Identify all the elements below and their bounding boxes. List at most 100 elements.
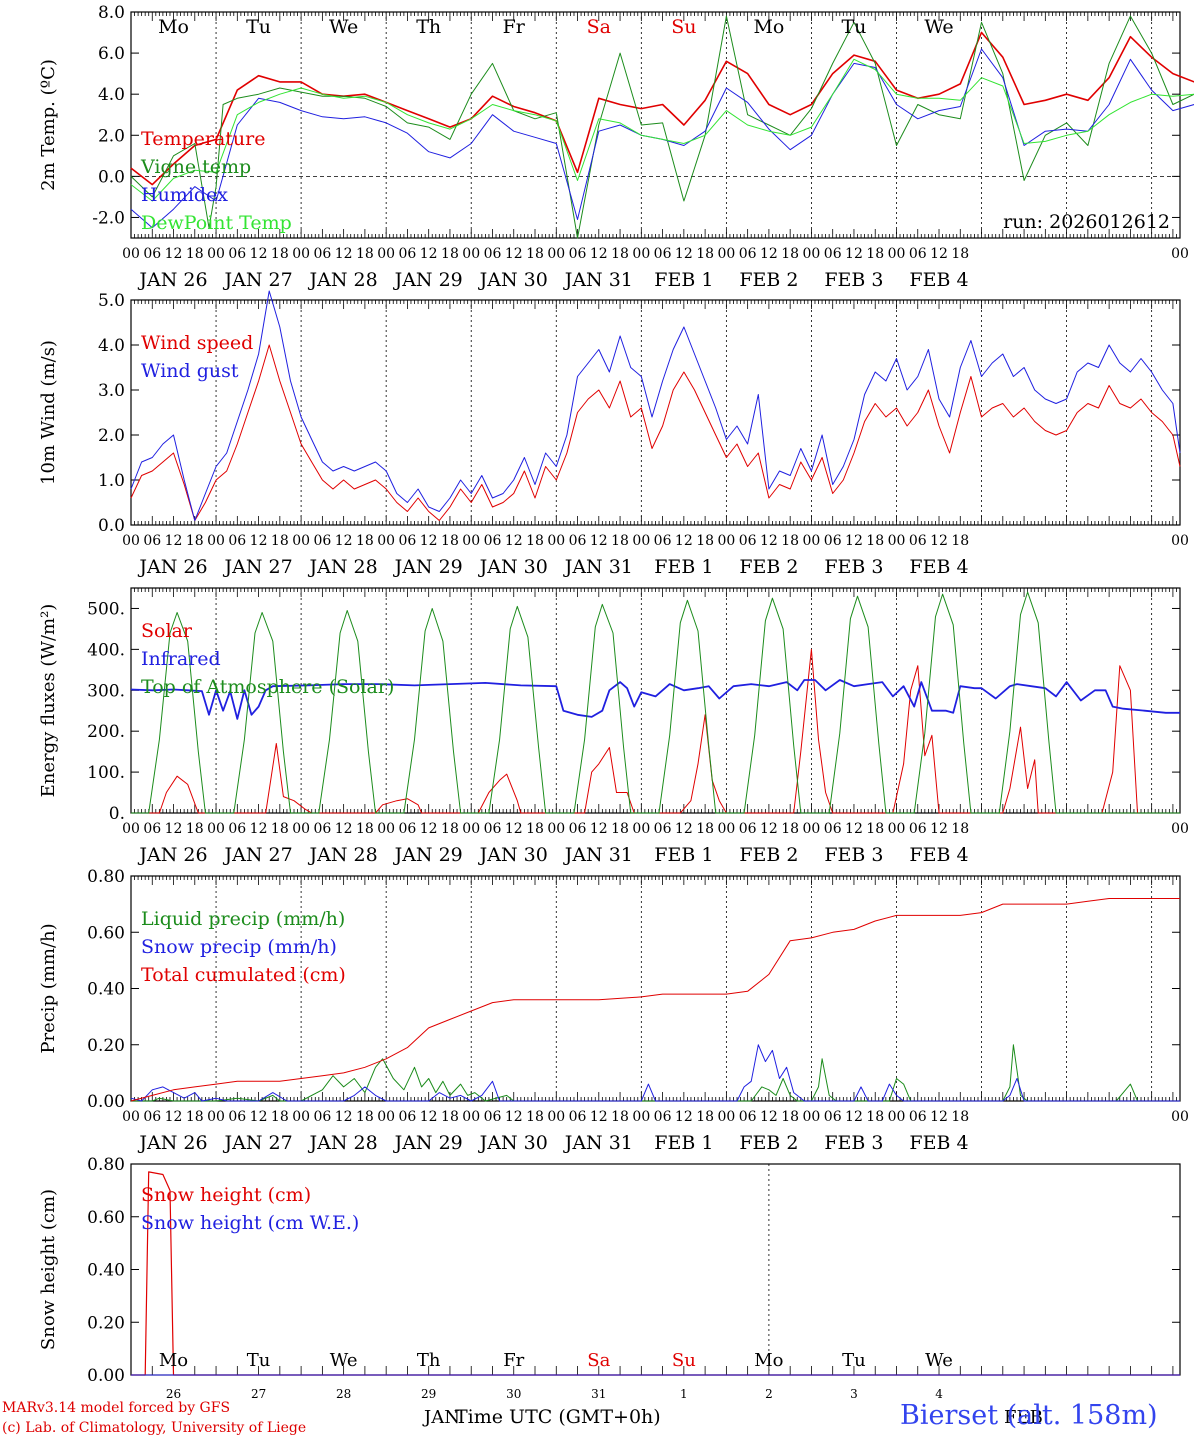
legend-entry: Snow precip (mm/h) xyxy=(141,936,337,958)
x-hour-label: 00 xyxy=(1171,246,1189,262)
y-tick-label: 4.0 xyxy=(98,85,125,105)
x-hour-label: 00 xyxy=(632,1109,650,1125)
x-hour-label: 12 xyxy=(590,1109,608,1125)
x-day-label: FEB 2 xyxy=(739,844,798,866)
x-hour-label: 00 xyxy=(122,821,140,837)
x-hour-label: 18 xyxy=(781,1109,799,1125)
x-hour-label: 06 xyxy=(909,246,927,262)
x-day-label: JAN 29 xyxy=(393,1132,463,1154)
x-hour-label: 06 xyxy=(228,1109,246,1125)
x-hour-label: 00 xyxy=(888,1109,906,1125)
weekday-label: We xyxy=(329,16,358,38)
x-hour-label: 12 xyxy=(250,533,268,549)
plot-frame-temp xyxy=(130,11,1181,239)
x-hour-label: 00 xyxy=(632,821,650,837)
x-hour-label: 06 xyxy=(569,821,587,837)
x-hour-label: 06 xyxy=(909,821,927,837)
x-hour-label: 12 xyxy=(420,533,438,549)
x-day-label: JAN 27 xyxy=(222,1132,292,1154)
x-hour-label: 18 xyxy=(866,1109,884,1125)
x-day-label: FEB 3 xyxy=(824,556,883,578)
x-day-label: JAN 28 xyxy=(308,844,378,866)
x-hour-label: 12 xyxy=(845,246,863,262)
x-hour-label: 12 xyxy=(760,246,778,262)
bottom-day-number: 2 xyxy=(765,1387,773,1401)
y-tick-label: 300. xyxy=(87,681,125,701)
x-day-label: JAN 26 xyxy=(137,1132,207,1154)
weekday-label: Tu xyxy=(842,1350,866,1371)
legend-entry: Infrared xyxy=(141,648,221,670)
x-hour-label: 12 xyxy=(165,1109,183,1125)
x-day-label: JAN 27 xyxy=(222,556,292,578)
x-hour-label: 18 xyxy=(186,1109,204,1125)
bottom-day-number: 1 xyxy=(680,1387,688,1401)
x-hour-label: 18 xyxy=(611,246,629,262)
x-hour-label: 06 xyxy=(654,1109,672,1125)
x-hour-label: 06 xyxy=(484,533,502,549)
x-hour-label: 06 xyxy=(143,533,161,549)
x-hour-label: 12 xyxy=(590,533,608,549)
x-hour-label: 06 xyxy=(824,533,842,549)
x-hour-label: 18 xyxy=(526,1109,544,1125)
x-day-label: FEB 1 xyxy=(654,269,713,291)
x-day-label: JAN 31 xyxy=(563,1132,633,1154)
x-hour-label: 00 xyxy=(377,533,395,549)
y-tick-label: 0.80 xyxy=(87,1155,125,1175)
y-axis-title: Precip (mm/h) xyxy=(38,923,59,1053)
x-hour-label: 06 xyxy=(228,246,246,262)
x-hour-label: 00 xyxy=(292,1109,310,1125)
x-hour-label: 00 xyxy=(717,1109,735,1125)
x-hour-label: 00 xyxy=(292,246,310,262)
x-hour-label: 18 xyxy=(186,533,204,549)
x-hour-label: 00 xyxy=(888,821,906,837)
x-day-label: JAN 26 xyxy=(137,556,207,578)
bottom-month-label: FEB xyxy=(1004,1407,1043,1428)
weekday-label: Tu xyxy=(841,16,866,38)
legend-entry: Liquid precip (mm/h) xyxy=(141,908,345,930)
weekday-label: Mo xyxy=(753,16,784,38)
x-hour-label: 00 xyxy=(462,533,480,549)
x-day-label: FEB 3 xyxy=(824,269,883,291)
bottom-day-number: 26 xyxy=(166,1387,181,1401)
x-hour-label: 00 xyxy=(292,821,310,837)
x-hour-label: 18 xyxy=(271,246,289,262)
weekday-label: Th xyxy=(417,1350,441,1371)
x-day-label: FEB 3 xyxy=(824,844,883,866)
legend-entry: Snow height (cm W.E.) xyxy=(141,1212,359,1234)
y-tick-label: 0.0 xyxy=(98,516,125,536)
bottom-day-number: 3 xyxy=(850,1387,858,1401)
x-hour-label: 18 xyxy=(781,533,799,549)
y-tick-label: 400. xyxy=(87,640,125,660)
x-hour-label: 12 xyxy=(845,533,863,549)
x-hour-label: 00 xyxy=(1171,1109,1189,1125)
series-vigne-temp xyxy=(130,15,1194,239)
weekday-label: Mo xyxy=(754,1350,783,1371)
x-hour-label: 00 xyxy=(803,533,821,549)
x-hour-label: 00 xyxy=(803,246,821,262)
x-hour-label: 12 xyxy=(930,821,948,837)
weekday-label: Fr xyxy=(503,16,526,38)
x-hour-label: 00 xyxy=(462,1109,480,1125)
y-tick-label: 0.40 xyxy=(87,1261,125,1281)
x-hour-label: 18 xyxy=(441,821,459,837)
x-hour-label: 18 xyxy=(186,246,204,262)
x-hour-label: 12 xyxy=(760,821,778,837)
x-hour-label: 06 xyxy=(313,533,331,549)
x-hour-label: 18 xyxy=(441,1109,459,1125)
series-liquid-precip-mm-h- xyxy=(131,1044,1180,1102)
x-day-label: FEB 2 xyxy=(739,269,798,291)
x-day-label: JAN 26 xyxy=(137,269,207,291)
x-day-label: FEB 4 xyxy=(909,269,968,291)
credit-model: MARv3.14 model forced by GFS xyxy=(2,1400,231,1416)
x-hour-label: 18 xyxy=(951,533,969,549)
x-hour-label: 18 xyxy=(356,821,374,837)
y-tick-label: 500. xyxy=(87,599,125,619)
x-hour-label: 18 xyxy=(866,533,884,549)
legend-entry: Temperature xyxy=(141,128,265,150)
x-day-label: FEB 2 xyxy=(739,556,798,578)
x-hour-label: 06 xyxy=(484,821,502,837)
x-hour-label: 00 xyxy=(547,1109,565,1125)
x-day-label: JAN 30 xyxy=(478,844,548,866)
weekday-label: We xyxy=(330,1350,358,1371)
